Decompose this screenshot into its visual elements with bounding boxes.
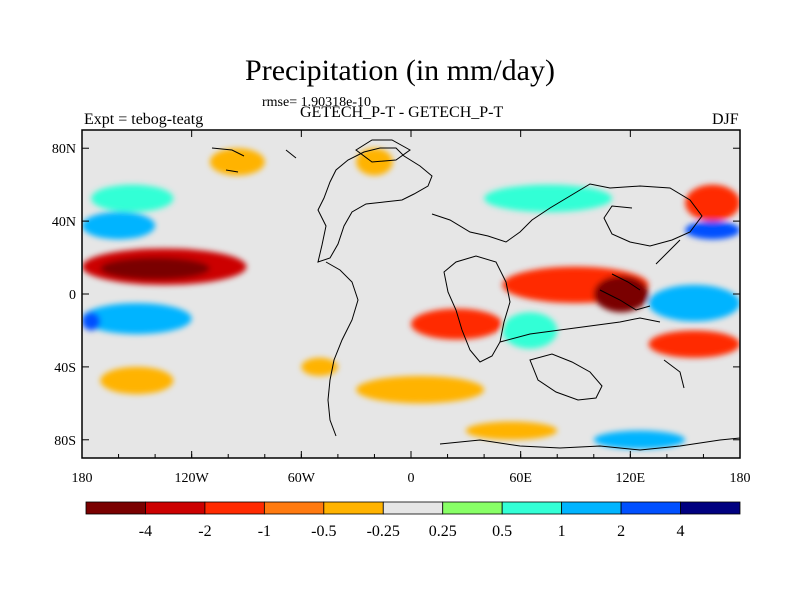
anomaly-region-equatorial-pacific-deep	[82, 312, 101, 331]
colorbar-swatch-4	[323, 501, 384, 515]
coastline-australia	[529, 353, 603, 401]
coastline-south-america	[325, 261, 359, 437]
anomaly-region-subpolar-orange	[356, 376, 485, 404]
colorbar-swatch-5	[382, 501, 444, 515]
y-tick-label: 0	[69, 288, 76, 303]
colorbar-label: -2	[198, 523, 211, 540]
anomaly-region-africa-green	[502, 312, 558, 349]
chart-title: Precipitation (in mm/day)	[245, 54, 555, 87]
anomaly-region-north-west-pacific-blue	[685, 221, 740, 240]
y-tick-label: 40S	[54, 361, 76, 376]
x-tick-label: 120E	[616, 471, 646, 486]
anomaly-region-south-pacific-orange	[100, 366, 174, 395]
colorbar-swatch-2	[204, 501, 265, 515]
anomaly-region-west-pacific-red	[648, 330, 740, 358]
colorbar-swatch-9	[620, 501, 681, 515]
season-label: DJF	[712, 111, 739, 128]
anomaly-region-north-pacific-green	[91, 184, 174, 212]
coastline-indian-ocean-rim	[499, 317, 661, 343]
colorbar-swatch-7	[501, 501, 563, 515]
y-tick-label: 80N	[52, 142, 76, 157]
anomaly-region-eastern-pacific-band-core	[100, 257, 210, 280]
y-axis: 80N 40N 0 40S 80S	[52, 142, 740, 449]
anomaly-region-west-pacific-cyan	[648, 284, 740, 322]
anomaly-region-north-west-pacific-red	[685, 184, 740, 222]
map-plot-area	[82, 130, 740, 458]
x-tick-label: 60E	[509, 471, 532, 486]
colorbar-label: -0.5	[311, 523, 336, 540]
coastlines	[211, 139, 740, 451]
colorbar-label: 0.5	[492, 523, 512, 540]
colorbar-label: -4	[139, 523, 152, 540]
coastline-antarctica	[439, 437, 740, 451]
x-tick-label: 120W	[175, 471, 210, 486]
coastline-eurasia	[431, 183, 703, 247]
anomaly-region-africa-red	[411, 308, 503, 340]
coastline-arctic-islands	[211, 147, 297, 173]
anomaly-region-southern-orange	[465, 421, 558, 440]
coastline-greenland	[355, 139, 411, 163]
coastline-maritime-islands	[599, 239, 685, 389]
colorbar-label: 1	[558, 523, 566, 540]
colorbar-swatch-0	[85, 501, 146, 515]
anomaly-region-north-pacific-blue	[82, 212, 156, 240]
anomaly-region-maritime-core	[593, 275, 649, 313]
colorbar-label: -1	[258, 523, 271, 540]
coastline-north-america	[317, 147, 433, 263]
chart-subtitle: GETECH_P-T - GETECH_P-T	[300, 104, 504, 121]
anomaly-region-south-atlantic-orange	[301, 357, 338, 376]
colorbar-swatch-10	[680, 501, 741, 515]
colorbar-label: 4	[677, 523, 685, 540]
colorbar-label: 2	[617, 523, 625, 540]
x-tick-label: 0	[408, 471, 415, 486]
colorbar-label: 0.25	[429, 523, 457, 540]
x-tick-label: 180	[72, 471, 93, 486]
x-tick-label: 60W	[288, 471, 316, 486]
x-axis: 180 120W 60W 0 60E 120E 180	[72, 130, 751, 486]
x-tick-label: 180	[730, 471, 751, 486]
anomaly-region-arctic-orange	[209, 148, 265, 176]
colorbar-swatch-6	[442, 501, 503, 515]
anomaly-region-southern-cyan	[593, 430, 686, 449]
colorbar-swatch-3	[263, 501, 325, 515]
colorbar	[85, 501, 741, 515]
anomaly-region-equatorial-pacific-blue	[82, 303, 192, 335]
anomaly-fields	[82, 148, 740, 449]
rmse-label: rmse= 1.90318e-10	[262, 95, 371, 110]
experiment-label: Expt = tebog-teatg	[84, 111, 204, 128]
colorbar-swatch-1	[145, 501, 206, 515]
colorbar-swatch-8	[561, 501, 622, 515]
anomaly-region-asia-green	[484, 184, 613, 212]
y-tick-label: 80S	[54, 434, 76, 449]
colorbar-label: -0.25	[367, 523, 400, 540]
y-tick-label: 40N	[52, 215, 76, 230]
colorbar-labels: -4 -2 -1 -0.5 -0.25 0.25 0.5 1 2 4	[139, 523, 685, 540]
